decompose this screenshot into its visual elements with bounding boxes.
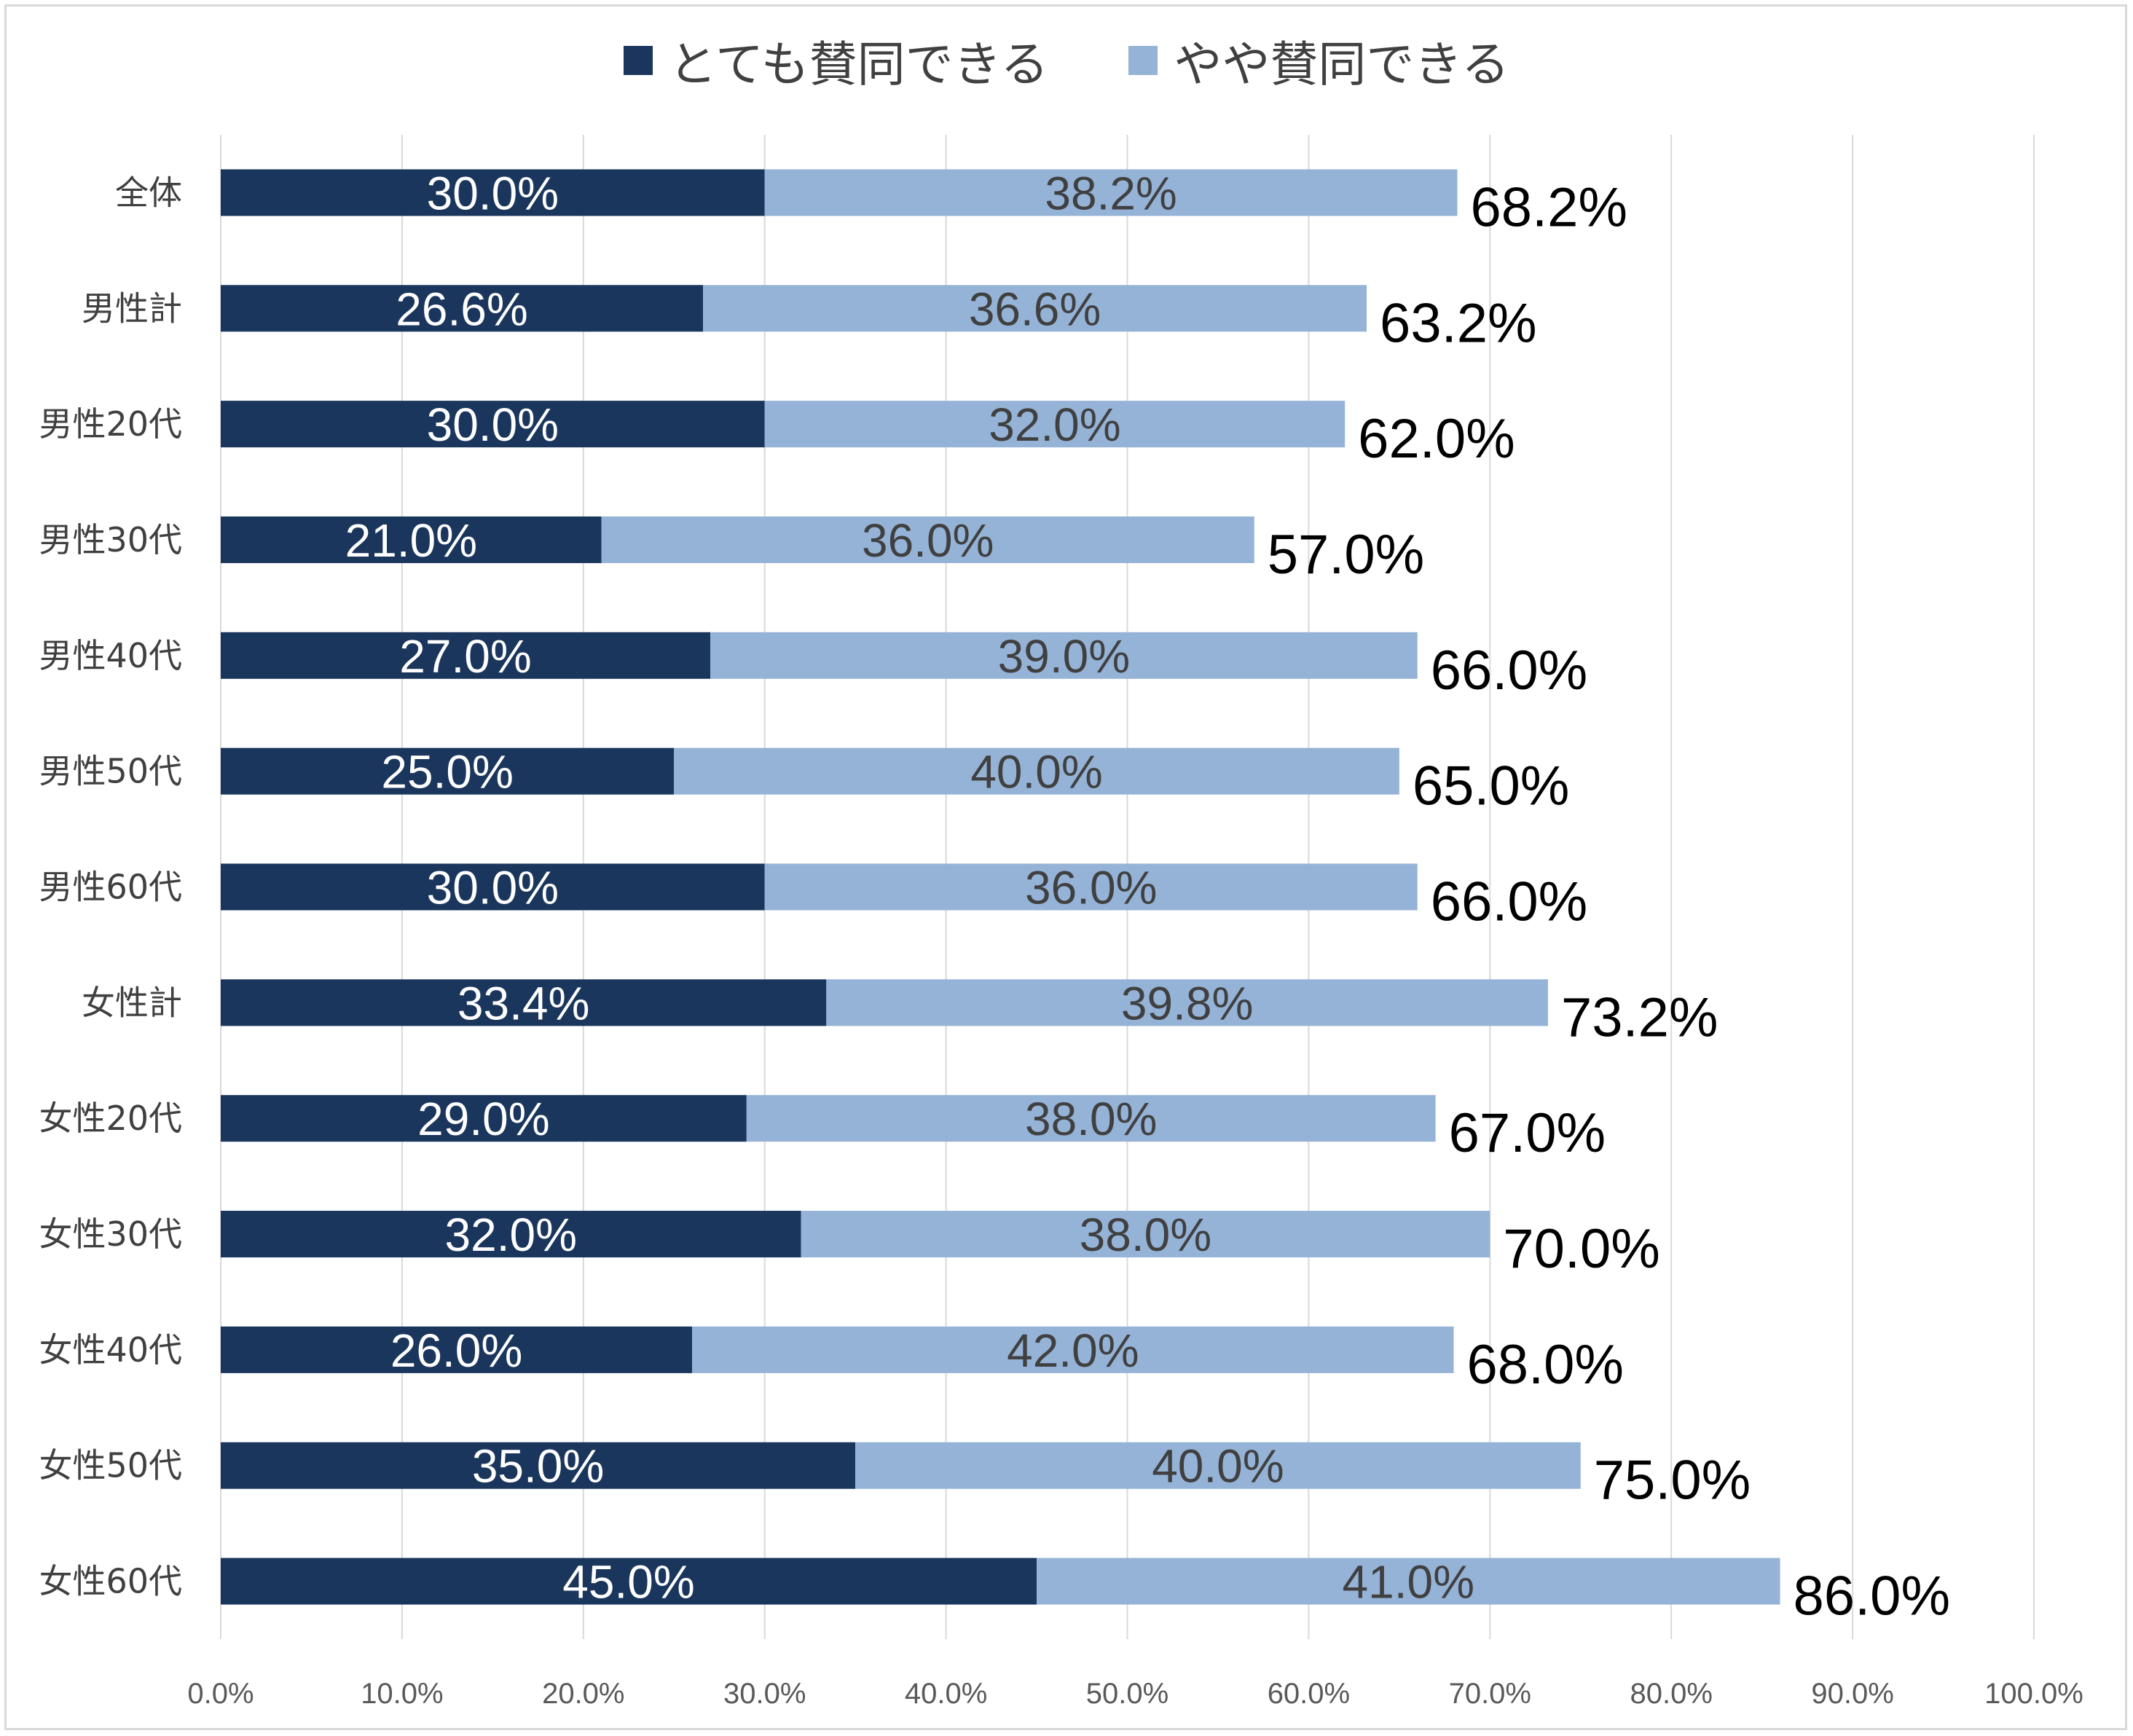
x-tick-label: 80.0% — [1630, 1678, 1712, 1710]
x-tick-label: 0.0% — [187, 1678, 254, 1710]
bar-segment-series-2 — [674, 747, 1399, 795]
legend: とても賛同できる やや賛同できる — [0, 20, 2133, 101]
category-label: 男性60代 — [39, 868, 182, 907]
x-tick-label: 70.0% — [1449, 1678, 1531, 1710]
x-tick-label: 30.0% — [723, 1678, 806, 1710]
total-label: 66.0% — [1431, 640, 1588, 702]
category-label: 全体 — [115, 173, 182, 212]
data-label-series-2: 36.6% — [969, 283, 1101, 335]
data-label-series-1: 25.0% — [381, 746, 513, 798]
bar-segment-series-2 — [801, 1211, 1490, 1258]
category-label: 女性50代 — [39, 1446, 182, 1485]
data-label-series-1: 26.0% — [390, 1324, 522, 1377]
data-label-series-2: 32.0% — [989, 398, 1120, 451]
data-label-series-2: 41.0% — [1343, 1556, 1474, 1609]
bar-segment-series-2 — [703, 285, 1367, 332]
legend-label-series-1: とても賛同できる — [668, 36, 1049, 93]
category-label: 男性50代 — [39, 752, 182, 791]
x-tick-label: 40.0% — [905, 1678, 987, 1710]
category-label: 男性計 — [82, 288, 182, 328]
total-label: 68.2% — [1470, 176, 1627, 238]
bar-segment-series-2 — [1037, 1558, 1780, 1605]
data-label-series-2: 38.0% — [1025, 1093, 1157, 1145]
category-label: 男性20代 — [39, 404, 182, 444]
category-label: 女性20代 — [39, 1099, 182, 1138]
data-label-series-1: 29.0% — [417, 1093, 549, 1145]
data-label-series-1: 30.0% — [427, 398, 559, 451]
data-label-series-1: 33.4% — [457, 977, 589, 1029]
data-label-series-1: 45.0% — [562, 1556, 694, 1609]
bar-segment-series-2 — [764, 401, 1346, 448]
bar-segment-series-1 — [221, 401, 765, 448]
data-label-series-2: 36.0% — [862, 514, 994, 567]
x-tick-label: 20.0% — [542, 1678, 624, 1710]
bar-segment-series-2 — [692, 1326, 1454, 1373]
bar-segment-series-1 — [221, 1211, 801, 1258]
bar-segment-series-1 — [221, 632, 711, 679]
legend-item-series-2: やや賛同できる — [1128, 25, 1509, 95]
bar-segment-series-2 — [764, 169, 1458, 216]
legend-item-series-1: とても賛同できる — [623, 25, 1049, 95]
bar-segment-series-1 — [221, 516, 602, 563]
data-label-series-1: 30.0% — [427, 167, 559, 219]
chart-frame — [4, 4, 2127, 1730]
bar-segment-series-1 — [221, 1558, 1037, 1605]
bar-segment-series-2 — [855, 1442, 1581, 1489]
data-label-series-2: 39.0% — [998, 630, 1130, 683]
bar-segment-series-1 — [221, 1326, 693, 1373]
legend-label-series-2: やや賛同できる — [1174, 36, 1510, 93]
legend-swatch-series-2 — [1128, 46, 1158, 75]
bar-segment-series-1 — [221, 979, 827, 1026]
data-label-series-2: 36.0% — [1025, 862, 1157, 914]
total-label: 73.2% — [1561, 986, 1718, 1048]
total-label: 67.0% — [1449, 1102, 1606, 1164]
x-tick-label: 60.0% — [1268, 1678, 1350, 1710]
data-label-series-1: 32.0% — [445, 1209, 577, 1261]
data-label-series-1: 35.0% — [472, 1440, 604, 1493]
bar-segment-series-2 — [710, 632, 1418, 679]
category-label: 女性60代 — [39, 1562, 182, 1601]
category-label: 女性計 — [82, 983, 182, 1022]
bar-segment-series-2 — [746, 1095, 1436, 1142]
x-tick-label: 10.0% — [361, 1678, 443, 1710]
total-label: 62.0% — [1358, 408, 1515, 470]
total-label: 70.0% — [1503, 1218, 1660, 1280]
legend-swatch-series-1 — [623, 46, 653, 75]
bar-segment-series-1 — [221, 1442, 856, 1489]
total-label: 75.0% — [1594, 1450, 1751, 1512]
total-label: 63.2% — [1380, 292, 1536, 354]
bar-segment-series-2 — [764, 863, 1418, 911]
category-label: 女性30代 — [39, 1214, 182, 1254]
bar-segment-series-1 — [221, 1095, 747, 1142]
category-label: 男性40代 — [39, 636, 182, 675]
x-tick-label: 90.0% — [1811, 1678, 1893, 1710]
x-tick-label: 50.0% — [1086, 1678, 1168, 1710]
x-tick-label: 100.0% — [1984, 1678, 2083, 1710]
data-label-series-2: 42.0% — [1007, 1324, 1139, 1377]
total-label: 86.0% — [1794, 1566, 1951, 1627]
data-label-series-1: 26.6% — [396, 283, 527, 335]
data-label-series-1: 21.0% — [345, 514, 477, 567]
data-label-series-2: 40.0% — [1152, 1440, 1284, 1493]
bar-segment-series-1 — [221, 863, 765, 911]
data-label-series-2: 39.8% — [1121, 977, 1253, 1029]
bar-segment-series-1 — [221, 747, 675, 795]
category-label: 女性40代 — [39, 1330, 182, 1370]
bar-segment-series-2 — [601, 516, 1254, 563]
bar-segment-series-2 — [826, 979, 1548, 1026]
data-label-series-1: 30.0% — [427, 862, 559, 914]
total-label: 68.0% — [1467, 1334, 1625, 1396]
total-label: 65.0% — [1413, 755, 1570, 817]
data-label-series-2: 38.2% — [1045, 167, 1177, 219]
data-label-series-1: 27.0% — [399, 630, 531, 683]
category-label: 男性30代 — [39, 520, 182, 559]
total-label: 66.0% — [1431, 871, 1588, 933]
data-label-series-2: 40.0% — [970, 746, 1102, 798]
data-label-series-2: 38.0% — [1080, 1209, 1211, 1261]
total-label: 57.0% — [1268, 524, 1425, 586]
bar-segment-series-1 — [221, 169, 765, 216]
bar-segment-series-1 — [221, 285, 704, 332]
